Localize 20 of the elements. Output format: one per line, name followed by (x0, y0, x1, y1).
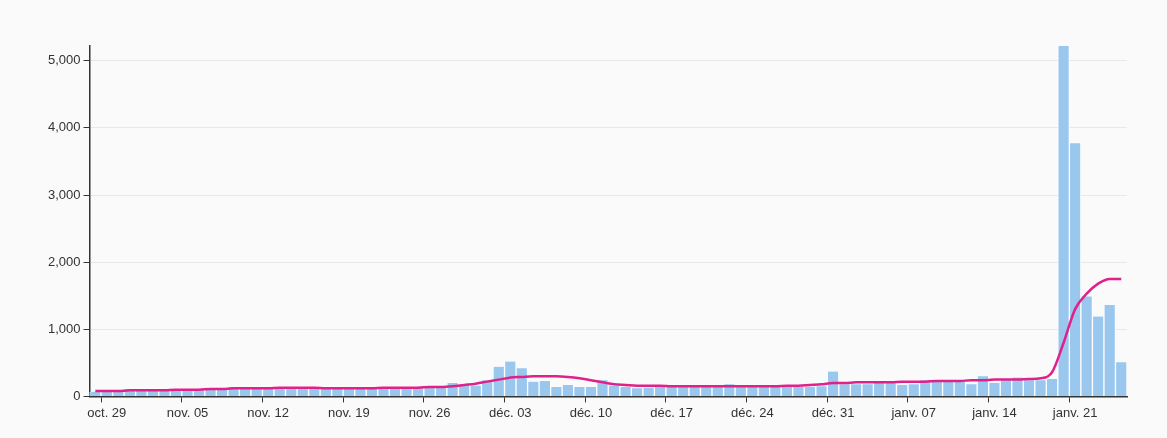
y-tick-label: 5,000 (47, 52, 81, 68)
y-tick-label: 3,000 (47, 186, 81, 202)
x-tick-label: janv. 07 (890, 404, 937, 420)
x-tick-label: oct. 29 (87, 404, 127, 420)
x-tick-label: déc. 31 (811, 404, 855, 420)
y-tick-label: 2,000 (47, 253, 81, 269)
x-tick-label: déc. 24 (731, 404, 774, 420)
line-series (94, 277, 1123, 393)
x-tick-label: déc. 03 (488, 404, 532, 420)
y-tick-label: 4,000 (47, 119, 81, 135)
x-tick-label: nov. 12 (247, 404, 290, 420)
x-tick-label: janv. 14 (971, 404, 1017, 420)
y-tick-label: 1,000 (47, 320, 81, 336)
x-tick-label: nov. 19 (328, 404, 370, 420)
x-tick-label: nov. 26 (408, 404, 451, 420)
x-tick-label: nov. 05 (166, 404, 209, 420)
x-tick-label: déc. 17 (650, 404, 693, 420)
x-tick-label: déc. 10 (569, 404, 613, 420)
x-tick-label: janv. 21 (1051, 404, 1098, 420)
y-tick-label: 0 (73, 387, 81, 403)
